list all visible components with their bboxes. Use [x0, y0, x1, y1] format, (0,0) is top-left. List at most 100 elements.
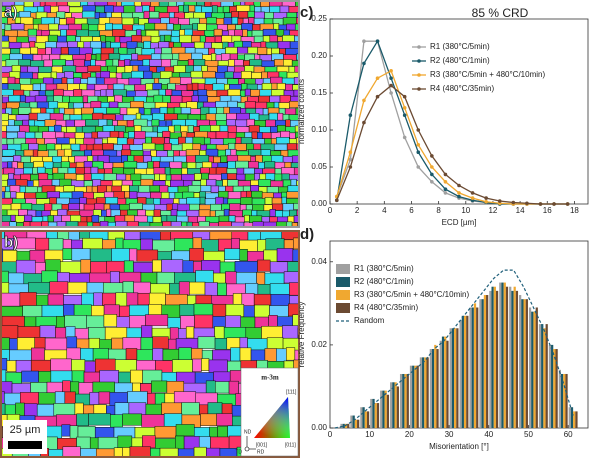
data-point: [416, 150, 421, 154]
grain: [79, 197, 87, 205]
grain: [144, 22, 156, 30]
grain: [205, 380, 216, 395]
grain: [269, 283, 290, 296]
grain: [187, 59, 194, 67]
bar: [402, 373, 405, 428]
grain: [200, 185, 212, 192]
bar: [382, 390, 385, 428]
grain: [76, 413, 89, 427]
grain: [66, 347, 81, 361]
grain: [43, 59, 53, 68]
grain: [191, 82, 199, 91]
grain: [199, 196, 206, 205]
grain: [293, 77, 298, 85]
grain: [48, 23, 59, 31]
grain: [221, 35, 233, 43]
legend-label: Random: [354, 316, 385, 325]
bar: [422, 357, 425, 428]
grain: [75, 174, 85, 181]
grain: [137, 292, 150, 306]
grain: [6, 131, 18, 139]
grain: [194, 173, 202, 181]
grain: [169, 76, 181, 84]
grain: [211, 53, 217, 61]
grain: [299, 174, 306, 181]
bar: [342, 423, 345, 428]
grain: [151, 53, 162, 61]
bar: [340, 423, 343, 428]
bar: [533, 311, 536, 428]
data-point: [443, 187, 448, 191]
grain: [154, 47, 162, 55]
grain: [213, 156, 221, 164]
grain: [108, 53, 121, 60]
bar: [392, 382, 395, 428]
bar: [551, 344, 554, 428]
grain: [174, 192, 183, 200]
bar: [511, 290, 514, 428]
grain: [2, 325, 19, 340]
grain: [91, 131, 98, 139]
grain: [226, 119, 236, 127]
data-point: [416, 143, 421, 147]
x-tick-label: 16: [543, 206, 552, 215]
bar: [575, 411, 578, 428]
grain: [32, 167, 38, 175]
legend-label: R4 (480°C/35min): [430, 84, 494, 93]
grain: [116, 173, 127, 181]
data-point: [402, 135, 407, 140]
legend-label: R4 (480°C/35min): [354, 303, 418, 312]
grain: [95, 53, 102, 62]
grain: [24, 403, 38, 418]
grain: [200, 413, 217, 426]
grain: [141, 325, 153, 339]
bar: [376, 403, 380, 428]
grain: [34, 337, 46, 349]
grain: [170, 95, 183, 104]
series-line: [334, 269, 574, 429]
grain: [10, 191, 17, 199]
grain: [129, 191, 138, 200]
grain: [209, 232, 233, 240]
data-point: [552, 202, 556, 206]
grain: [122, 413, 142, 426]
grain: [100, 89, 107, 97]
grain: [296, 180, 298, 188]
grain: [98, 391, 111, 405]
grain: [36, 29, 43, 37]
data-point: [402, 94, 407, 99]
grain: [213, 28, 223, 36]
grain: [204, 137, 211, 145]
grain: [130, 369, 143, 384]
bar: [444, 336, 447, 428]
grain: [242, 29, 248, 37]
grain: [140, 337, 153, 352]
bar: [523, 299, 526, 428]
legend-label: R3 (380°C/5min + 480°C/10min): [430, 70, 545, 79]
grain: [8, 41, 22, 49]
grain: [173, 106, 182, 115]
grain: [133, 17, 140, 25]
legend-label: R2 (480°C/1min): [354, 277, 414, 286]
axis-label: ND: [244, 429, 252, 435]
panel-label: a): [4, 4, 17, 21]
grain: [300, 191, 305, 198]
grain: [149, 222, 163, 226]
grain: [248, 149, 262, 156]
grain: [36, 404, 55, 417]
grain: [286, 23, 296, 31]
grain: [117, 137, 128, 146]
grain: [163, 143, 172, 151]
data-point: [470, 191, 475, 195]
y-axis-label: relative Frequency: [297, 302, 306, 368]
grain: [106, 208, 112, 217]
grain: [228, 215, 236, 222]
grain: [61, 77, 68, 85]
grain: [63, 113, 71, 121]
grain: [260, 149, 271, 157]
grain: [298, 47, 311, 54]
grain: [23, 149, 34, 157]
grain: [47, 34, 58, 43]
grain: [189, 248, 204, 262]
grain: [216, 413, 233, 426]
